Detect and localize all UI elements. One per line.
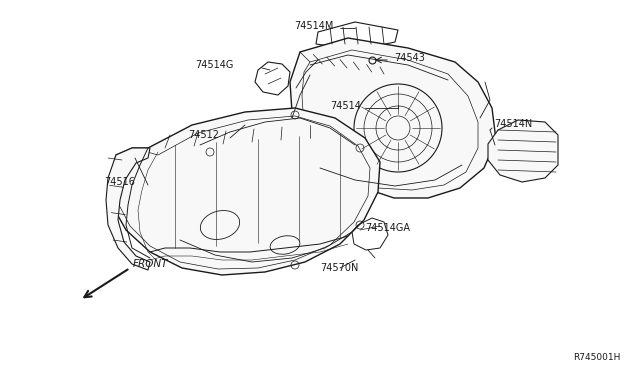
Polygon shape: [110, 108, 380, 275]
Text: 74512: 74512: [188, 130, 219, 140]
Text: 74516: 74516: [104, 177, 135, 187]
Polygon shape: [488, 120, 558, 182]
Text: 74514M: 74514M: [294, 21, 333, 31]
Text: 74543: 74543: [394, 53, 425, 63]
Text: 74514: 74514: [330, 101, 361, 111]
Polygon shape: [290, 38, 496, 198]
Text: FRONT: FRONT: [133, 259, 168, 269]
Text: 74514G: 74514G: [195, 60, 234, 70]
Polygon shape: [106, 148, 150, 270]
Text: 74514N: 74514N: [494, 119, 532, 129]
Text: R745001H: R745001H: [573, 353, 620, 362]
Text: 74570N: 74570N: [320, 263, 358, 273]
Text: 74514GA: 74514GA: [365, 223, 410, 233]
